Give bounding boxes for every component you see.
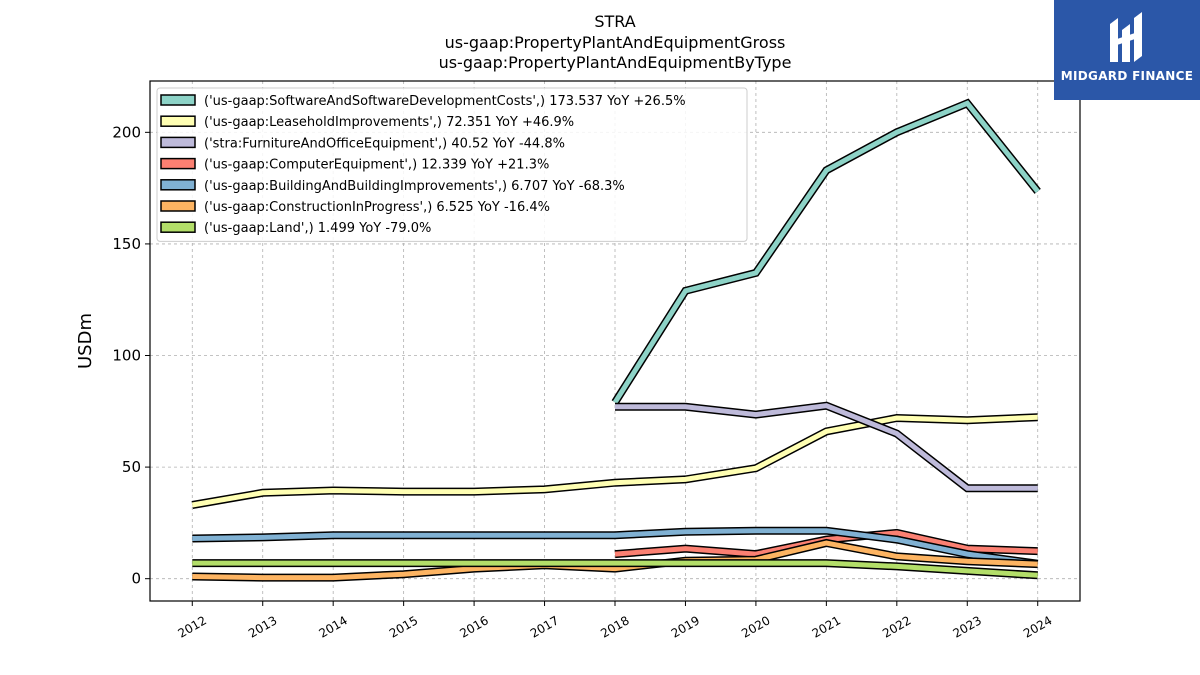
series-line [191, 413, 1038, 509]
y-axis-ticks: 0 50 100 150 200 [112, 123, 150, 588]
series-line-fill [612, 100, 1040, 404]
chart-title-line-2: us-gaap:PropertyPlantAndEquipmentGross [445, 33, 786, 52]
series-line [192, 538, 1038, 582]
x-tick-label: 2022 [880, 613, 913, 640]
x-tick-label: 2023 [951, 613, 984, 640]
chart-title-line-3: us-gaap:PropertyPlantAndEquipmentByType [439, 53, 792, 72]
legend-entry: ('us-gaap:ComputerEquipment',) 12.339 Yo… [204, 158, 549, 173]
x-tick-label: 2020 [739, 613, 772, 640]
series-line [192, 559, 1038, 580]
legend-entry: ('us-gaap:ConstructionInProgress',) 6.52… [204, 200, 550, 215]
series-line-fill [615, 403, 1038, 491]
x-tick-label: 2012 [176, 613, 209, 640]
legend: ('us-gaap:SoftwareAndSoftwareDevelopment… [156, 87, 748, 242]
legend-swatch [160, 221, 196, 233]
x-tick-label: 2017 [528, 613, 561, 640]
legend-swatch [160, 157, 196, 170]
x-tick-label: 2015 [387, 613, 420, 640]
y-tick-label: 100 [112, 347, 141, 365]
x-tick-label: 2016 [457, 613, 490, 640]
chart-title: STRA us-gaap:PropertyPlantAndEquipmentGr… [439, 12, 792, 72]
y-tick-label: 50 [122, 458, 141, 476]
series-line [192, 526, 1039, 568]
legend-swatch [160, 179, 196, 191]
series-line [611, 98, 1041, 405]
legend-swatch [160, 200, 196, 212]
x-axis-ticks: 2012 2013 2014 2015 2016 2017 2018 2019 2020 2021… [176, 601, 1054, 641]
midgard-finance-logo: MIDGARD FINANCE [1054, 0, 1200, 100]
legend-entry: ('us-gaap:Land',) 1.499 YoY -79.0% [204, 221, 431, 236]
x-tick-label: 2021 [810, 613, 843, 640]
chart-title-line-1: STRA [594, 12, 635, 31]
series-line-fill [192, 528, 1039, 567]
legend-box [156, 87, 748, 242]
y-tick-label: 200 [112, 123, 141, 141]
legend-entry: ('us-gaap:SoftwareAndSoftwareDevelopment… [204, 94, 686, 109]
legend-entry: ('stra:FurnitureAndOfficeEquipment',) 40… [204, 136, 565, 151]
legend-entry: ('us-gaap:BuildingAndBuildingImprovement… [204, 179, 625, 194]
series-line [615, 401, 1038, 493]
x-tick-label: 2013 [246, 613, 279, 640]
series-line-fill [192, 560, 1038, 578]
x-tick-label: 2014 [316, 613, 349, 640]
y-tick-label: 0 [131, 570, 141, 588]
series-line-fill [191, 414, 1038, 508]
logo-text: MIDGARD FINANCE [1060, 69, 1194, 83]
legend-swatch [160, 115, 196, 127]
legend-swatch [160, 94, 196, 106]
x-tick-label: 2019 [669, 613, 702, 640]
x-tick-label: 2018 [598, 613, 631, 640]
x-tick-label: 2024 [1021, 613, 1054, 640]
legend-swatch [160, 136, 196, 149]
series-line-fill [192, 540, 1038, 581]
legend-entry: ('us-gaap:LeaseholdImprovements',) 72.35… [204, 115, 574, 130]
series-lines [191, 98, 1041, 582]
y-tick-label: 150 [112, 235, 141, 253]
y-axis-label: USDm [75, 313, 96, 369]
midgard-logo-icon [1110, 12, 1142, 62]
